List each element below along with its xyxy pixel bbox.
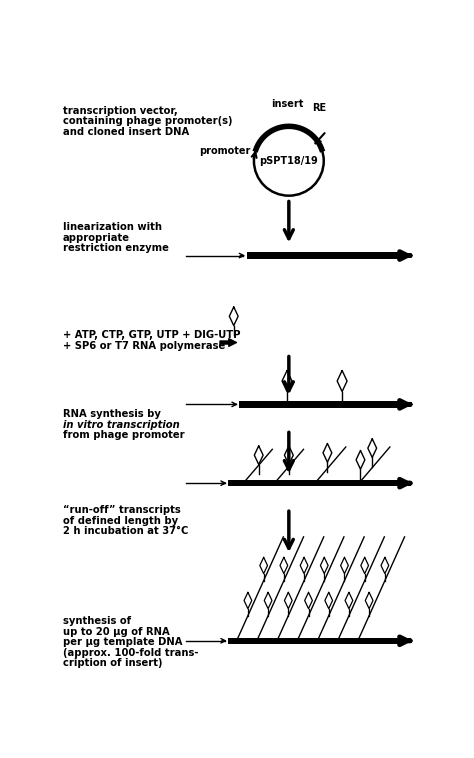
Text: containing phage promoter(s): containing phage promoter(s) [63,116,232,126]
Bar [228,480,404,487]
Text: synthesis of: synthesis of [63,616,131,626]
Text: transcription vector,: transcription vector, [63,105,178,115]
Text: pSPT18/19: pSPT18/19 [259,156,318,166]
Text: promoter: promoter [199,146,250,155]
Text: and cloned insert DNA: and cloned insert DNA [63,127,189,136]
Text: restriction enzyme: restriction enzyme [63,243,169,253]
Text: (approx. 100-fold trans-: (approx. 100-fold trans- [63,648,199,658]
Text: of defined length by: of defined length by [63,516,178,526]
Text: + ATP, CTP, GTP, UTP + DIG-UTP: + ATP, CTP, GTP, UTP + DIG-UTP [63,330,240,340]
Text: up to 20 μg of RNA: up to 20 μg of RNA [63,627,170,637]
Text: RNA synthesis by: RNA synthesis by [63,409,161,419]
Bar [239,401,405,408]
Text: 2 h incubation at 37°C: 2 h incubation at 37°C [63,526,188,537]
Text: RE: RE [312,104,327,114]
Text: per μg template DNA: per μg template DNA [63,637,182,647]
Text: insert: insert [271,99,303,109]
Text: appropriate: appropriate [63,233,130,243]
Text: + SP6 or T7 RNA polymerase: + SP6 or T7 RNA polymerase [63,341,225,351]
Text: in vitro transcription: in vitro transcription [63,420,180,430]
Text: from phage promoter: from phage promoter [63,430,184,440]
Text: “run-off” transcripts: “run-off” transcripts [63,506,181,515]
Text: linearization with: linearization with [63,222,162,232]
Text: cription of insert): cription of insert) [63,658,163,669]
Bar [228,637,404,644]
Bar [246,252,404,258]
